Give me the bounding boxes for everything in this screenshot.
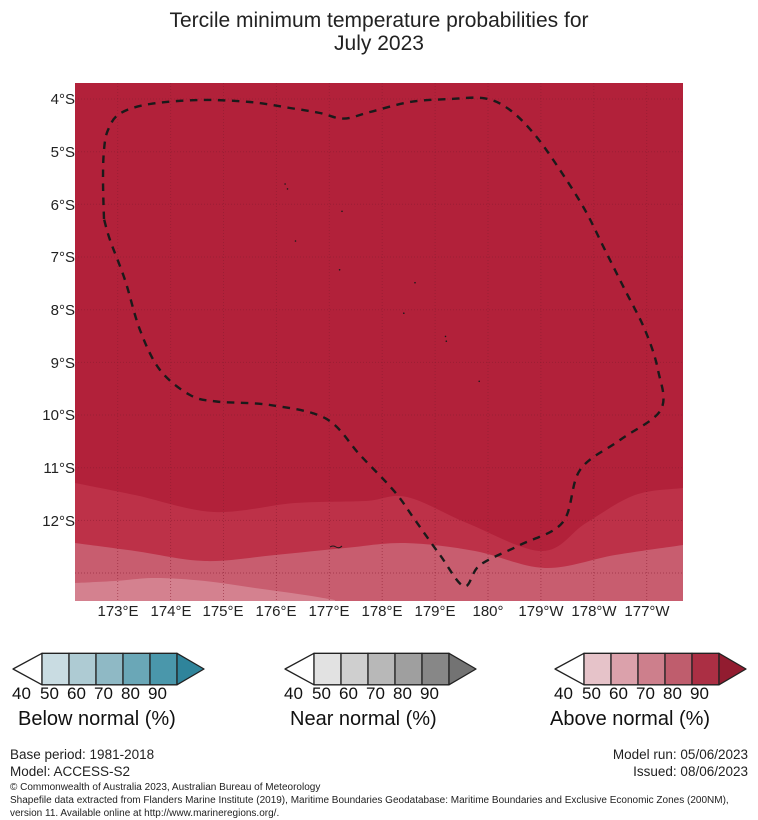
svg-text:40: 40 — [284, 684, 303, 703]
svg-text:50: 50 — [582, 684, 601, 703]
svg-text:80: 80 — [121, 684, 140, 703]
svg-text:40: 40 — [12, 684, 31, 703]
svg-text:Below normal (%): Below normal (%) — [18, 708, 176, 730]
svg-text:50: 50 — [40, 684, 59, 703]
svg-text:70: 70 — [366, 684, 385, 703]
svg-text:Above normal (%): Above normal (%) — [550, 708, 710, 730]
svg-text:Near normal (%): Near normal (%) — [290, 708, 437, 730]
svg-text:60: 60 — [609, 684, 628, 703]
svg-text:80: 80 — [663, 684, 682, 703]
svg-text:70: 70 — [636, 684, 655, 703]
svg-text:80: 80 — [393, 684, 412, 703]
svg-text:90: 90 — [148, 684, 167, 703]
svg-text:60: 60 — [339, 684, 358, 703]
svg-text:40: 40 — [554, 684, 573, 703]
svg-text:90: 90 — [690, 684, 709, 703]
svg-text:70: 70 — [94, 684, 113, 703]
svg-text:90: 90 — [420, 684, 439, 703]
svg-text:60: 60 — [67, 684, 86, 703]
svg-text:50: 50 — [312, 684, 331, 703]
